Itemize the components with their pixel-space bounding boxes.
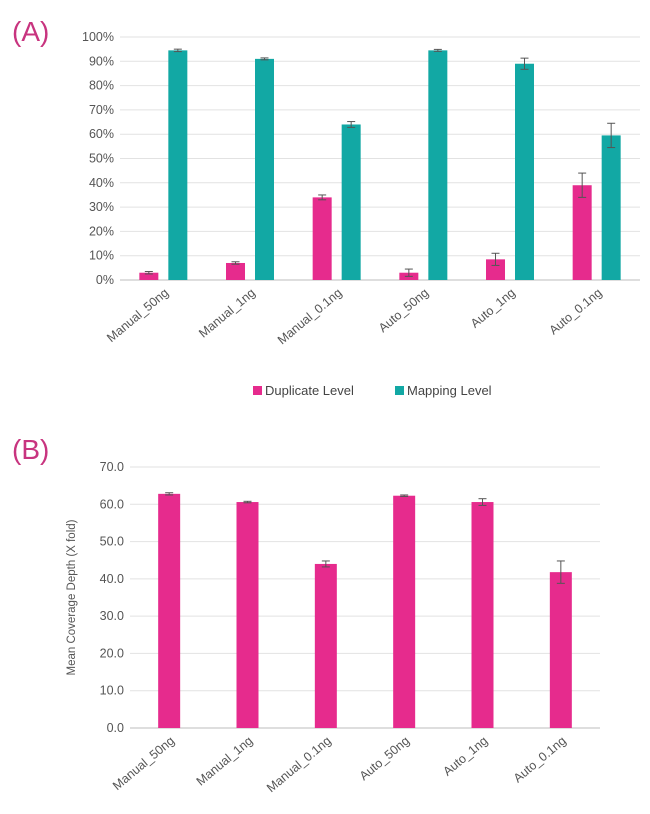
y-tick-label: 50% xyxy=(89,152,114,166)
bar-coverage xyxy=(393,495,416,728)
legend-swatch xyxy=(253,386,262,395)
x-category-label: Manual_0.1ng xyxy=(264,734,334,796)
y-tick-label: 80% xyxy=(89,79,114,93)
bar-coverage xyxy=(158,493,181,728)
bar-duplicate xyxy=(226,262,245,280)
bar-mapping xyxy=(428,50,448,280)
y-tick-label: 60.0 xyxy=(100,497,124,511)
y-tick-label: 70% xyxy=(89,103,114,117)
bar-duplicate xyxy=(139,272,159,280)
y-tick-label: 20% xyxy=(89,224,114,238)
bar-duplicate xyxy=(572,185,592,280)
bar-mapping xyxy=(168,50,188,280)
panel-b-label: (B) xyxy=(12,434,50,465)
bar-duplicate xyxy=(486,259,505,280)
x-category-label: Auto_1ng xyxy=(440,734,490,779)
x-category-label: Manual_1ng xyxy=(194,734,256,789)
y-tick-label: 40% xyxy=(89,176,114,190)
y-tick-label: 10.0 xyxy=(100,684,124,698)
legend-label: Duplicate Level xyxy=(265,383,354,398)
y-tick-label: 20.0 xyxy=(100,646,124,660)
legend-label: Mapping Level xyxy=(407,383,492,398)
bar-mapping xyxy=(341,124,361,280)
y-tick-label: 100% xyxy=(82,30,114,44)
y-tick-label: 10% xyxy=(89,249,114,263)
bar-coverage xyxy=(471,502,494,728)
bar-mapping xyxy=(601,135,621,280)
x-category-label: Auto_0.1ng xyxy=(511,734,569,786)
y-tick-label: 0.0 xyxy=(107,721,124,735)
y-tick-label: 90% xyxy=(89,54,114,68)
panel-a-label: (A) xyxy=(12,16,50,47)
bar-mapping xyxy=(515,63,534,281)
chart-a-duplicate-mapping: 0%10%20%30%40%50%60%70%80%90%100%Manual_… xyxy=(82,30,640,398)
y-tick-label: 70.0 xyxy=(100,460,124,474)
bar-coverage xyxy=(549,572,572,728)
y-tick-label: 0% xyxy=(96,273,114,287)
x-category-label: Manual_50ng xyxy=(110,734,177,793)
bar-coverage xyxy=(314,563,337,728)
bar-mapping xyxy=(255,58,274,281)
y-tick-label: 30.0 xyxy=(100,609,124,623)
y-axis-label: Mean Coverage Depth (X fold) xyxy=(66,519,78,675)
y-tick-label: 30% xyxy=(89,200,114,214)
y-tick-label: 60% xyxy=(89,127,114,141)
legend-swatch xyxy=(395,386,404,395)
bar-duplicate xyxy=(312,197,332,280)
x-category-label: Auto_50ng xyxy=(357,734,412,784)
y-tick-label: 40.0 xyxy=(100,572,124,586)
bar-coverage xyxy=(236,502,259,728)
y-tick-label: 50.0 xyxy=(100,535,124,549)
